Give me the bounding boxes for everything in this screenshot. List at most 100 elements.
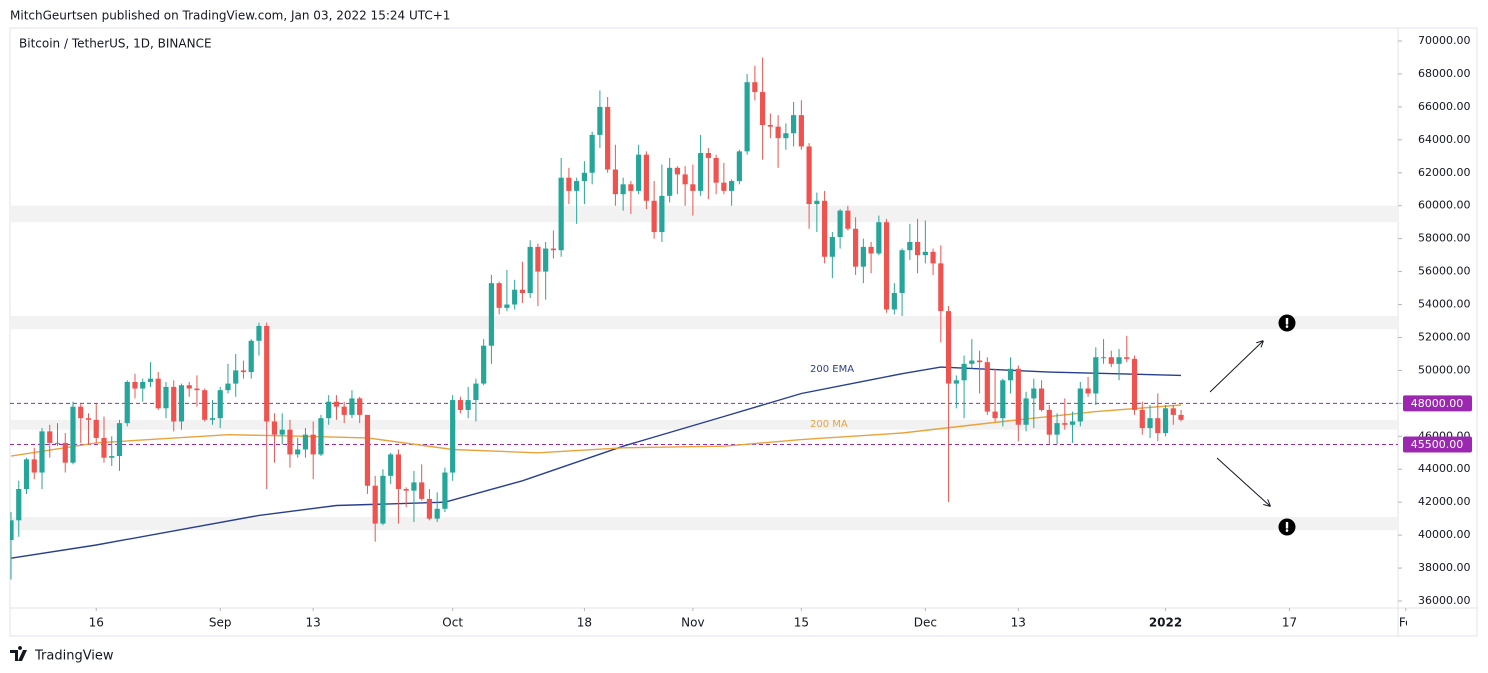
candle-body <box>945 311 952 384</box>
candle-body <box>248 340 254 373</box>
x-tick-label: 18 <box>577 616 592 630</box>
candle-body <box>62 442 68 463</box>
candle-body <box>116 423 123 457</box>
candle-body <box>659 195 665 233</box>
overlay: 48000.00 45500.00 <box>1403 395 1472 453</box>
candle-body <box>364 414 371 486</box>
candle-body <box>1108 357 1114 364</box>
price-zone <box>10 419 1398 430</box>
candle-body <box>147 378 154 382</box>
tradingview-logo <box>10 646 27 661</box>
candle-body <box>806 146 812 205</box>
candle-body <box>450 400 456 473</box>
candle-body <box>1031 388 1037 399</box>
ma-line <box>10 404 1182 457</box>
candle-body <box>744 82 750 152</box>
candle-body <box>868 246 874 254</box>
candle-body <box>419 482 425 499</box>
y-tick-label: 38000.00 <box>1418 561 1471 574</box>
candle-body <box>822 200 828 257</box>
candle-body <box>295 449 301 455</box>
candle-body <box>736 151 742 182</box>
x-tick-label: 2022 <box>1149 616 1182 630</box>
alert-icon <box>1278 314 1296 332</box>
candle-body <box>938 263 944 312</box>
candle-body <box>85 418 92 420</box>
candle-body <box>217 390 223 419</box>
candle-body <box>612 169 618 195</box>
candle-body <box>628 184 634 191</box>
y-tick-label: 36000.00 <box>1418 594 1471 607</box>
candle-body <box>961 363 967 381</box>
candles <box>10 57 1184 580</box>
candle-body <box>899 250 905 294</box>
symbol-title: Bitcoin / TetherUS, 1D, BINANCE <box>19 37 212 51</box>
y-tick-label: 52000.00 <box>1418 330 1471 343</box>
candle-body <box>271 421 278 435</box>
candle-body <box>837 210 843 238</box>
candle-body <box>388 454 394 476</box>
candle-body <box>186 385 192 389</box>
candle-body <box>39 431 45 473</box>
x-tick-label: 17 <box>1282 616 1297 630</box>
x-tick-label: 13 <box>306 616 321 630</box>
candle-body <box>310 434 316 455</box>
time-axis: 16 Sep 13 Oct 18 Nov 15 Dec 13 2022 17 Fe <box>89 608 1407 630</box>
y-tick-label: 70000.00 <box>1418 34 1471 47</box>
candle-body <box>10 520 14 541</box>
candle-body <box>581 172 588 182</box>
candle-body <box>194 388 200 391</box>
candle-body <box>760 92 766 126</box>
candle-body <box>1124 357 1130 359</box>
candle-body <box>674 167 680 175</box>
candle-body <box>969 360 975 364</box>
candle-body <box>178 385 185 422</box>
level-label: 45500.00 <box>1411 438 1464 451</box>
candle-body <box>442 472 448 509</box>
candle-body <box>504 304 510 308</box>
candle-body <box>829 237 835 257</box>
zones <box>10 205 1398 531</box>
candle-body <box>690 184 696 191</box>
level-label-box <box>1403 395 1472 412</box>
candle-body <box>326 401 332 419</box>
candle-body <box>814 200 820 205</box>
candle-body <box>698 153 704 191</box>
candle-body <box>512 289 518 305</box>
candle-body <box>163 386 169 409</box>
candle-body <box>481 345 487 384</box>
candle-body <box>907 241 913 251</box>
candle-body <box>721 182 727 191</box>
candle-body <box>682 174 688 185</box>
y-tick-label: 50000.00 <box>1418 363 1471 376</box>
candle-body <box>860 246 866 267</box>
candle-body <box>643 154 649 201</box>
candle-body <box>519 289 526 294</box>
candle-body <box>876 222 882 254</box>
y-tick-label: 58000.00 <box>1418 232 1471 245</box>
candle-body <box>202 390 208 420</box>
y-tick-label: 60000.00 <box>1418 199 1471 212</box>
candle-body <box>457 400 464 410</box>
candle-body <box>705 153 711 158</box>
y-tick-label: 42000.00 <box>1418 495 1471 508</box>
ma-label: 200 EMA <box>810 364 854 375</box>
y-tick-label: 56000.00 <box>1418 265 1471 278</box>
candle-body <box>93 419 99 438</box>
y-tick-label: 62000.00 <box>1418 166 1471 179</box>
candle-body <box>318 418 324 455</box>
candle-body <box>853 228 859 267</box>
candle-body <box>558 177 564 251</box>
candle-body <box>473 383 479 401</box>
candle-body <box>233 370 239 384</box>
candle-body <box>171 386 177 422</box>
candle-body <box>883 222 890 310</box>
candle-body <box>1178 414 1184 420</box>
footer-brand: TradingView <box>34 649 114 664</box>
candle-body <box>566 177 572 191</box>
candle-body <box>1007 368 1014 381</box>
candle-body <box>845 210 851 229</box>
candle-body <box>240 370 247 373</box>
candle-body <box>1046 409 1052 435</box>
